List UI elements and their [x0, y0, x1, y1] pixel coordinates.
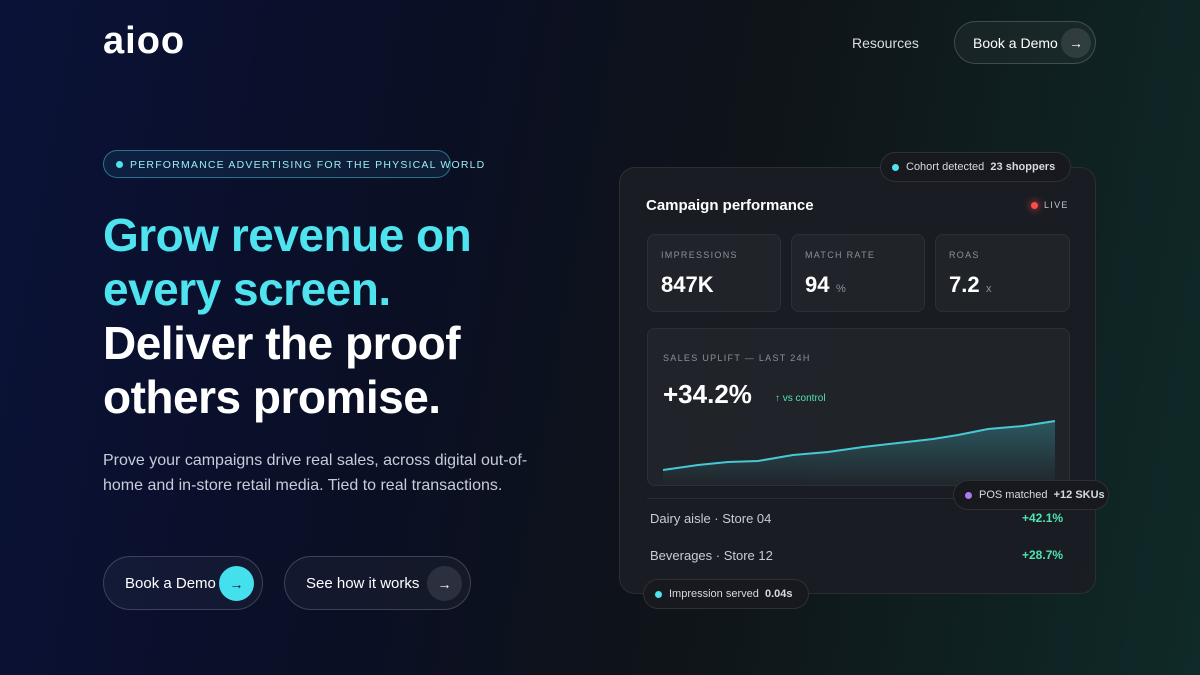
live-dot — [1031, 202, 1038, 209]
badge-dot — [116, 161, 123, 168]
uplift-note: ↑ vs control — [775, 393, 826, 404]
button-label: Book a Demo — [125, 575, 216, 592]
toast: Cohort detected 23 shoppers — [880, 152, 1071, 182]
uplift-panel: SALES UPLIFT — LAST 24H +34.2% ↑ vs cont… — [647, 328, 1070, 487]
secondary-button[interactable]: See how it works → — [284, 556, 471, 610]
toast-label: POS matched — [979, 489, 1048, 501]
button-label: See how it works — [306, 575, 420, 592]
sparkline — [662, 420, 1056, 487]
description: home and in-store retail media. Tied to … — [103, 477, 503, 494]
toast-label: Cohort detected — [906, 161, 985, 173]
metric-value: 7.2 — [949, 272, 980, 297]
toast-detail: 0.04s — [765, 588, 793, 600]
metric-unit: x — [986, 283, 992, 295]
toast-detail: 23 shoppers — [990, 161, 1056, 173]
toast-dot — [892, 164, 899, 171]
toast-label: Impression served — [669, 588, 759, 600]
hero-badge: PERFORMANCE ADVERTISING FOR THE PHYSICAL… — [103, 150, 484, 178]
metric-value: 847K — [661, 272, 714, 297]
arrow-icon: → — [219, 566, 254, 601]
metric-label: MATCH RATE — [805, 250, 876, 260]
arrow-icon: → — [1061, 28, 1091, 58]
live-status: LIVE — [1044, 200, 1069, 210]
logo[interactable]: aioo — [103, 20, 186, 62]
metric-tile: IMPRESSIONS 847K — [647, 234, 781, 312]
toast-dot — [965, 492, 972, 499]
dashboard-card: Campaign performance LIVE IMPRESSIONS 84… — [619, 167, 1096, 594]
headline: Deliver the proof — [103, 317, 461, 369]
metric-tile: ROAS 7.2 x — [935, 234, 1070, 312]
row-name: Dairy aisle · Store 04 — [650, 511, 772, 526]
metric-tile: MATCH RATE 94 % — [791, 234, 925, 312]
toast: POS matched +12 SKUs — [953, 480, 1109, 510]
nav-link[interactable]: Resources — [852, 35, 919, 51]
row-value: +28.7% — [1022, 548, 1064, 562]
metric-label: ROAS — [949, 250, 980, 260]
badge-text: PERFORMANCE ADVERTISING FOR THE PHYSICAL… — [130, 159, 486, 171]
uplift-label: SALES UPLIFT — LAST 24H — [663, 353, 811, 363]
headline: others promise. — [103, 371, 441, 423]
nav-cta-label: Book a Demo — [973, 35, 1058, 51]
arrow-icon: → — [427, 566, 462, 601]
sparkline-line — [662, 420, 1056, 471]
headline-highlight: every screen. — [103, 263, 391, 315]
card-title: Campaign performance — [646, 197, 814, 214]
metric-label: IMPRESSIONS — [661, 250, 738, 260]
divider — [647, 498, 1070, 499]
metric-unit: % — [836, 283, 846, 295]
toast-detail: +12 SKUs — [1053, 489, 1105, 501]
uplift-value: +34.2% — [663, 379, 752, 409]
primary-button[interactable]: Book a Demo → — [103, 556, 263, 610]
row-name: Beverages · Store 12 — [650, 548, 773, 563]
toast: Impression served 0.04s — [643, 579, 809, 609]
metric-value: 94 — [805, 272, 830, 297]
sparkline-area — [663, 421, 1055, 487]
nav-cta[interactable]: Book a Demo → — [954, 21, 1096, 64]
row-value: +42.1% — [1022, 511, 1064, 525]
headline-highlight: Grow revenue on — [103, 209, 472, 261]
toast-dot — [655, 591, 662, 598]
description: Prove your campaigns drive real sales, a… — [103, 452, 528, 469]
